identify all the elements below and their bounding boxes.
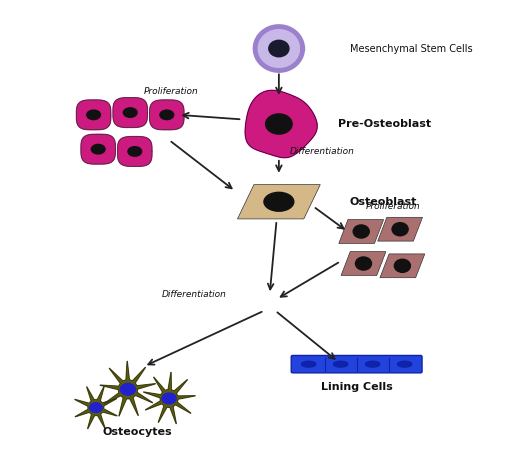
Ellipse shape — [333, 361, 348, 367]
FancyBboxPatch shape — [291, 356, 422, 373]
Ellipse shape — [394, 259, 411, 272]
Polygon shape — [113, 98, 147, 127]
Polygon shape — [81, 134, 115, 164]
Text: Differentiation: Differentiation — [162, 290, 227, 299]
Polygon shape — [245, 90, 317, 158]
Polygon shape — [339, 219, 383, 244]
Text: Proliferation: Proliferation — [366, 202, 421, 211]
Ellipse shape — [392, 223, 408, 236]
Polygon shape — [76, 100, 111, 130]
Polygon shape — [150, 100, 184, 130]
Text: Mesenchymal Stem Cells: Mesenchymal Stem Cells — [350, 44, 473, 54]
Polygon shape — [100, 361, 156, 416]
Polygon shape — [143, 372, 196, 424]
Text: Osteoblast: Osteoblast — [350, 197, 417, 207]
Polygon shape — [378, 217, 422, 241]
Ellipse shape — [273, 44, 285, 54]
Ellipse shape — [91, 144, 105, 154]
Text: Osteocytes: Osteocytes — [102, 427, 172, 437]
Text: Differentiation: Differentiation — [290, 147, 355, 156]
Ellipse shape — [266, 114, 292, 134]
Polygon shape — [118, 137, 152, 166]
Ellipse shape — [90, 403, 102, 413]
Ellipse shape — [397, 361, 412, 367]
Ellipse shape — [302, 361, 316, 367]
Ellipse shape — [355, 257, 372, 270]
Polygon shape — [255, 26, 303, 70]
Polygon shape — [380, 254, 425, 278]
Ellipse shape — [269, 40, 289, 57]
Ellipse shape — [160, 110, 174, 119]
Polygon shape — [255, 26, 303, 70]
Ellipse shape — [353, 225, 369, 238]
Ellipse shape — [128, 147, 142, 156]
Polygon shape — [341, 251, 386, 275]
Ellipse shape — [87, 110, 100, 119]
Ellipse shape — [162, 393, 176, 404]
Text: Pre-Osteoblast: Pre-Osteoblast — [338, 119, 432, 129]
Polygon shape — [75, 386, 117, 429]
Ellipse shape — [123, 108, 137, 117]
Ellipse shape — [120, 383, 136, 395]
Ellipse shape — [264, 192, 294, 211]
Text: Lining Cells: Lining Cells — [321, 382, 393, 392]
Text: Proliferation: Proliferation — [144, 88, 199, 96]
Polygon shape — [238, 185, 321, 219]
Ellipse shape — [366, 361, 380, 367]
